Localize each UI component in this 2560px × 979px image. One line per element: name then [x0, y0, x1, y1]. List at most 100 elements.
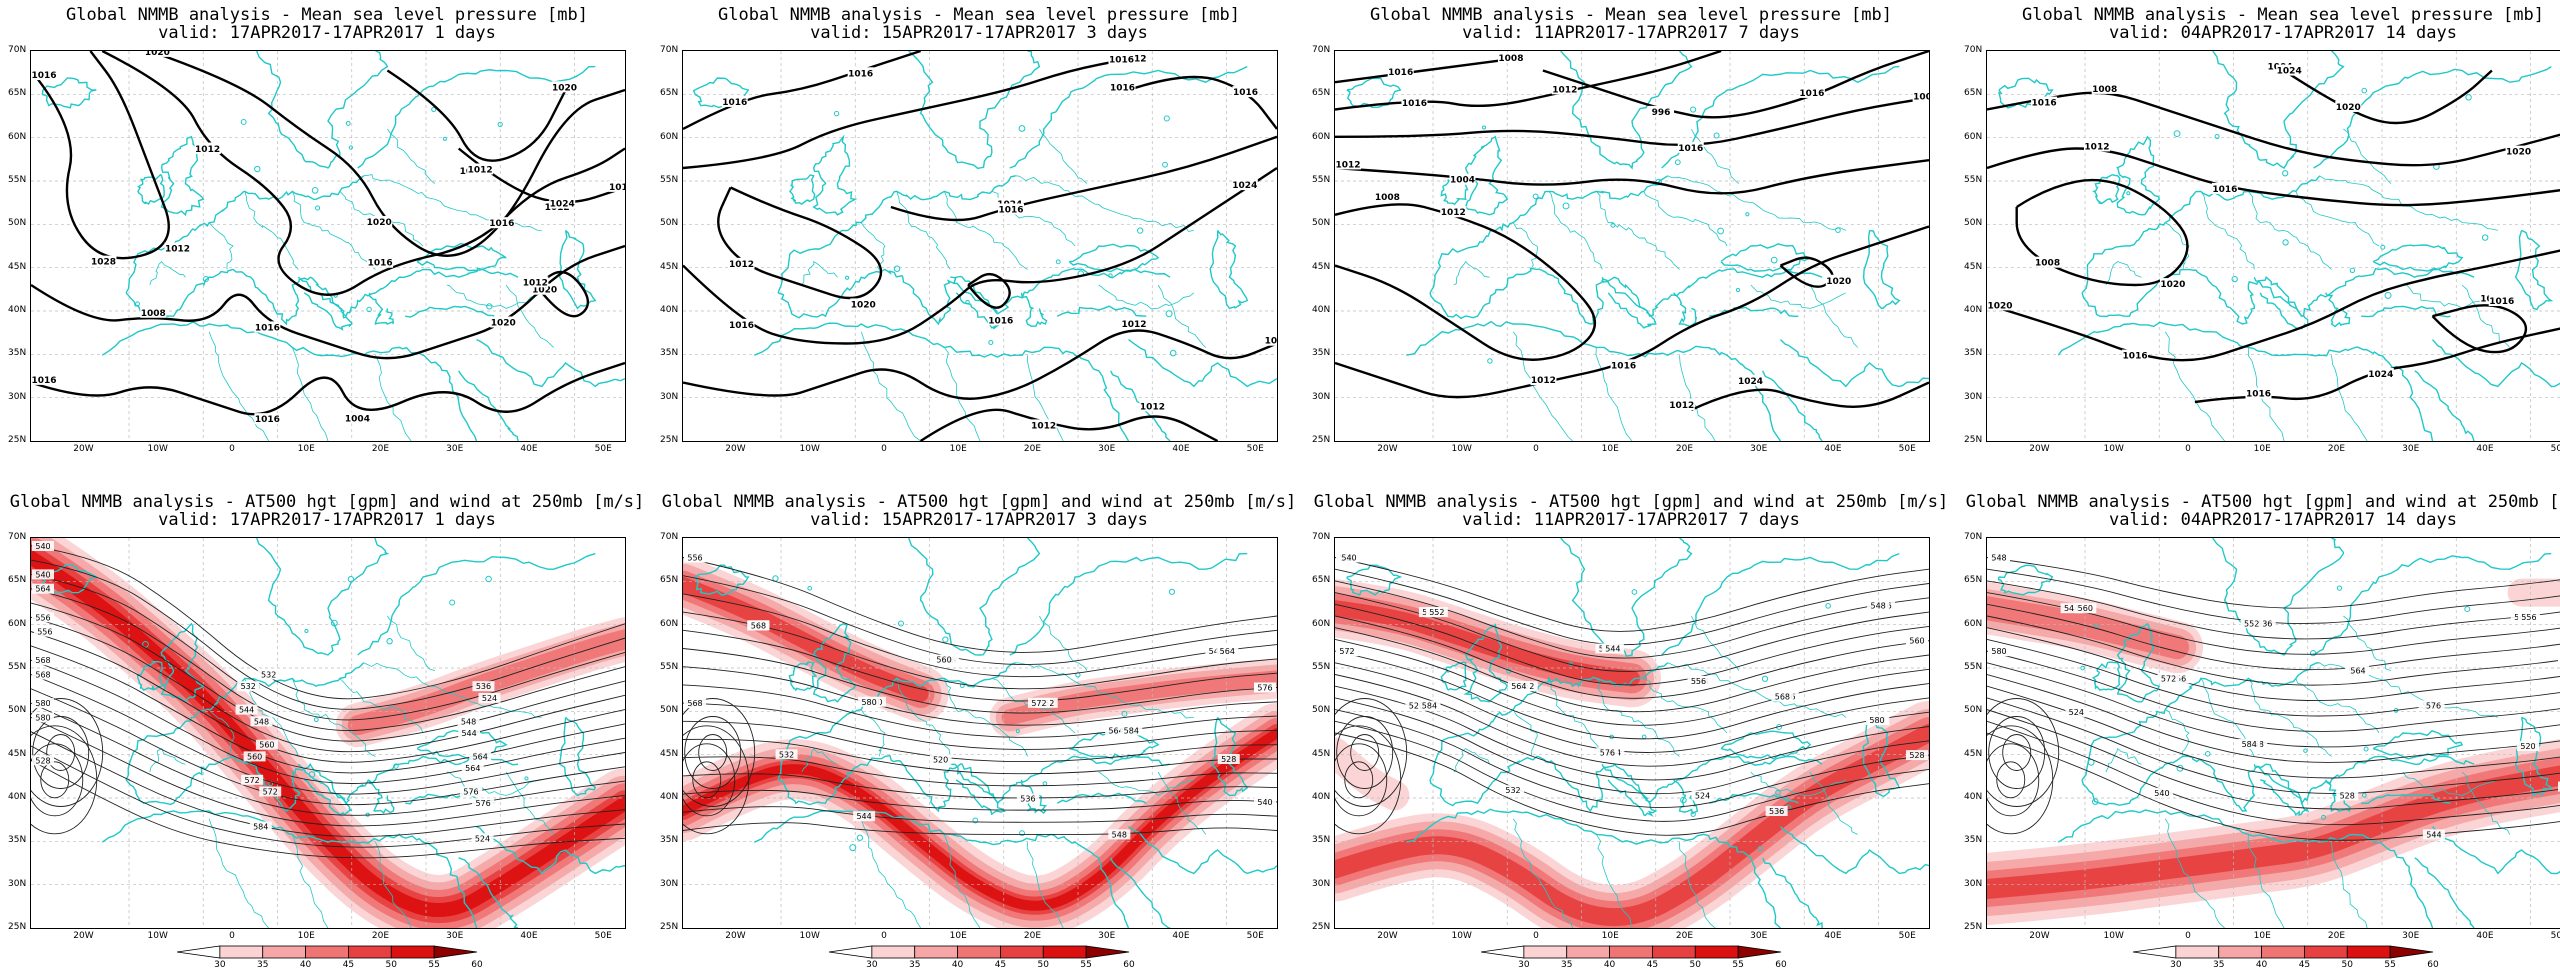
- colorbar-label: 45: [995, 960, 1006, 970]
- contour-label: 580: [1869, 716, 1884, 725]
- latitude-label: 50N: [1312, 218, 1330, 228]
- contour-label: 1012: [195, 145, 220, 155]
- colorbar: [819, 945, 1139, 959]
- colorbar-segment: [2390, 946, 2433, 958]
- latitude-label: 30N: [1312, 392, 1330, 402]
- map-frame: 5285325365405445485525565605645685205245…: [1334, 537, 1930, 929]
- coastline: [2433, 340, 2560, 387]
- contour-label: 544: [239, 706, 254, 715]
- contour-label: 572: [1339, 647, 1354, 656]
- island: [2482, 235, 2487, 240]
- coastline: [2254, 277, 2307, 328]
- island: [1020, 831, 1025, 836]
- isobar-contour: [1987, 93, 2560, 165]
- country-border: [1644, 191, 1727, 246]
- longitude-label: 20W: [725, 931, 745, 941]
- island: [1019, 126, 1025, 132]
- coastline: [2373, 245, 2462, 271]
- colorbar-label: 35: [909, 960, 920, 970]
- latitude-label: 65N: [1312, 88, 1330, 98]
- island: [312, 187, 318, 193]
- country-border: [2165, 223, 2189, 270]
- contour-label: 560: [936, 656, 951, 665]
- map-svg: 5285365445485525565605645685205285325365…: [683, 538, 1277, 928]
- coastline: [2058, 322, 2432, 441]
- island: [487, 304, 492, 309]
- island: [450, 600, 455, 605]
- coastline: [459, 371, 518, 441]
- latitude-label: 60N: [1964, 619, 1982, 629]
- island: [943, 637, 948, 642]
- contour-label: 1016: [368, 259, 393, 269]
- colorbar: [167, 945, 487, 959]
- coastline: [909, 51, 1040, 168]
- coastline: [1763, 858, 1822, 928]
- contour-label: 528: [1221, 755, 1236, 764]
- map-frame: 1004100810121008102010241012102410201016…: [1986, 50, 2560, 442]
- colorbar-label: 45: [2299, 960, 2310, 970]
- panel-title: Global NMMB analysis - Mean sea level pr…: [1956, 6, 2560, 24]
- country-border: [150, 262, 186, 285]
- country-border: [802, 262, 838, 285]
- contour-label: 1024: [2368, 370, 2393, 380]
- longitude-label: 30E: [446, 444, 463, 454]
- longitude-label: 40E: [1824, 444, 1841, 454]
- latitude-label: 35N: [8, 348, 26, 358]
- colorbar-label: 45: [343, 960, 354, 970]
- colorbar-label: 30: [2170, 960, 2181, 970]
- longitude-label: 20W: [2029, 931, 2049, 941]
- latitude-label: 45N: [1312, 749, 1330, 759]
- country-border: [2106, 262, 2142, 285]
- country-border: [2343, 129, 2391, 184]
- contour-label: 1016: [729, 321, 754, 331]
- country-border: [1680, 355, 1716, 441]
- contour-label: 568: [35, 656, 50, 665]
- contour-label: 568: [687, 699, 702, 708]
- latitude-label: 40N: [660, 792, 678, 802]
- colorbar-label: 60: [1123, 960, 1134, 970]
- longitude-label: 30E: [1750, 444, 1767, 454]
- island: [2283, 171, 2288, 176]
- coastline: [814, 137, 856, 215]
- contour-label: 520: [2520, 742, 2535, 751]
- latitude-label: 30N: [8, 879, 26, 889]
- contour-label: 564: [35, 585, 50, 594]
- country-border: [387, 616, 435, 671]
- country-border: [1549, 191, 1602, 269]
- contour-label: 548: [1870, 602, 1885, 611]
- latitude-label: 70N: [8, 532, 26, 542]
- coastline: [102, 322, 476, 441]
- contour-label: 1016: [848, 69, 873, 79]
- contour-label: 584: [1422, 702, 1437, 711]
- colorbar-segment: [1086, 946, 1129, 958]
- height-contour: [1987, 651, 2560, 731]
- country-border: [1099, 285, 1194, 309]
- longitude-label: 50E: [595, 931, 612, 941]
- contour-label: 572: [245, 776, 260, 785]
- latitude-label: 30N: [8, 392, 26, 402]
- colorbar-segment: [263, 946, 306, 958]
- country-border: [209, 819, 268, 928]
- contour-label: 524: [482, 694, 497, 703]
- longitude-label: 10W: [2104, 931, 2124, 941]
- country-border: [1513, 710, 1537, 757]
- colorbar-label: 55: [1080, 960, 1091, 970]
- contour-label: 568: [751, 621, 766, 630]
- longitude-label: 20E: [1676, 444, 1693, 454]
- latitude-label: 55N: [1312, 662, 1330, 672]
- latitude-label: 25N: [8, 435, 26, 445]
- contour-label: 576: [1600, 749, 1615, 758]
- latitude-label: 25N: [8, 922, 26, 932]
- isobar-contour: [31, 363, 625, 414]
- country-border: [1751, 285, 1846, 308]
- island: [2465, 607, 2470, 612]
- island: [241, 119, 246, 124]
- colorbar-segment: [829, 946, 872, 958]
- coastline: [1022, 293, 1047, 326]
- coastline: [257, 51, 388, 168]
- coastline: [560, 717, 596, 795]
- latitude-label: 55N: [8, 662, 26, 672]
- coastline: [1069, 732, 1158, 758]
- isobar-contour: [683, 331, 1277, 399]
- coastline: [1781, 340, 1930, 387]
